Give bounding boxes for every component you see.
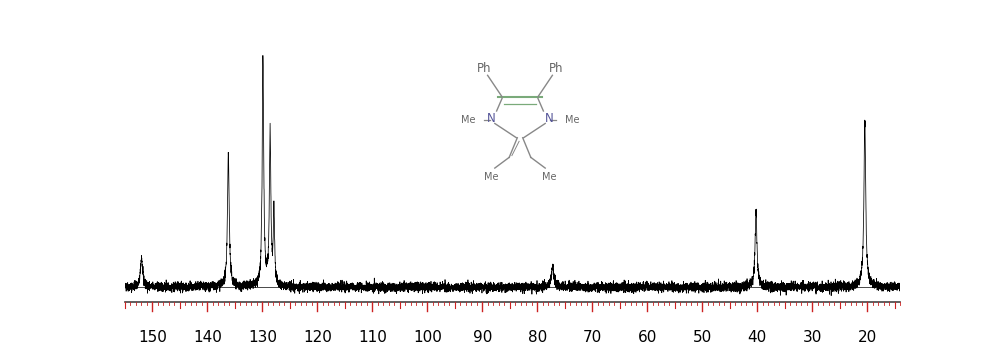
Text: Me: Me xyxy=(542,172,556,182)
Text: Me: Me xyxy=(484,172,498,182)
Text: N: N xyxy=(487,111,496,125)
Text: Me: Me xyxy=(565,115,580,125)
Text: Me: Me xyxy=(460,115,475,125)
Text: Ph: Ph xyxy=(549,62,563,75)
Text: Ph: Ph xyxy=(477,62,491,75)
Text: N: N xyxy=(544,111,553,125)
